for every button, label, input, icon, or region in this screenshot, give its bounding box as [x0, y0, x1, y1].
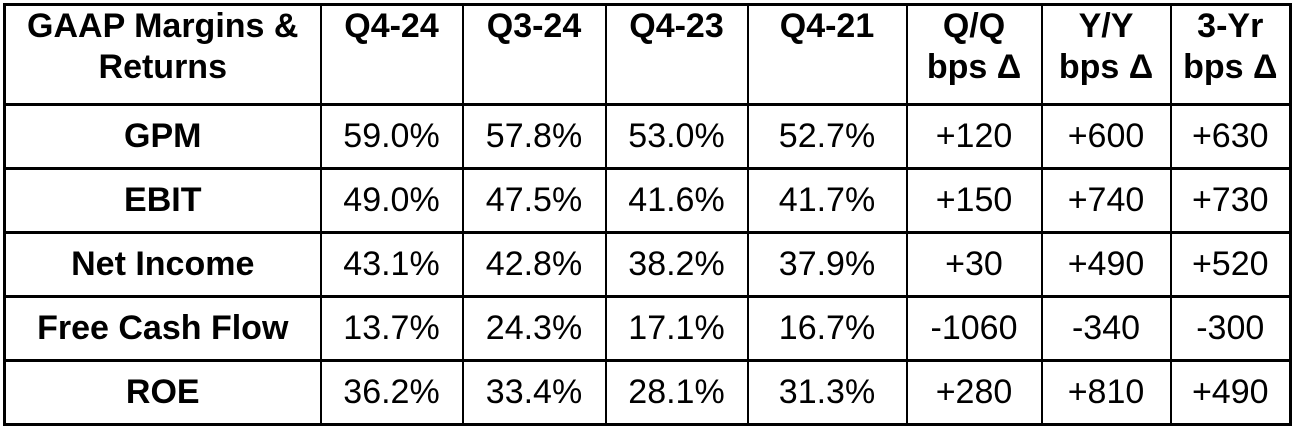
cell-roe-3yr-bps: +490 — [1169, 359, 1292, 426]
cell-roe-q4-24: 36.2% — [319, 359, 464, 426]
column-header-label: Q4-21 — [779, 7, 875, 46]
cell-roe-yy-bps: +810 — [1040, 359, 1172, 426]
column-header-q3-24: Q3-24 — [461, 3, 607, 106]
cell-roe-qq-bps: +280 — [905, 359, 1043, 426]
table-row-free-cash-flow: Free Cash Flow 13.7% 24.3% 17.1% 16.7% -… — [3, 295, 1292, 362]
column-header-sublabel: bps Δ — [926, 47, 1022, 86]
cell-gpm-q4-24: 59.0% — [319, 103, 464, 170]
column-header-label: Q4-24 — [344, 7, 439, 46]
cell-net-income-q4-23: 38.2% — [604, 231, 749, 298]
corner-header-line1: GAAP Margins & — [27, 7, 299, 46]
cell-fcf-q4-24: 13.7% — [319, 295, 464, 362]
cell-net-income-yy-bps: +490 — [1040, 231, 1172, 298]
column-header-label: Y/Y — [1078, 7, 1134, 46]
table-row-roe: ROE 36.2% 33.4% 28.1% 31.3% +280 +810 +4… — [3, 359, 1292, 426]
cell-net-income-q3-24: 42.8% — [461, 231, 607, 298]
cell-fcf-q3-24: 24.3% — [461, 295, 607, 362]
column-header-3yr-bps-delta: 3-Yr bps Δ — [1169, 3, 1292, 106]
cell-gpm-q3-24: 57.8% — [461, 103, 607, 170]
cell-ebit-3yr-bps: +730 — [1169, 167, 1292, 234]
cell-fcf-3yr-bps: -300 — [1169, 295, 1292, 362]
column-header-yy-bps-delta: Y/Y bps Δ — [1040, 3, 1172, 106]
cell-gpm-q4-23: 53.0% — [604, 103, 749, 170]
cell-fcf-q4-23: 17.1% — [604, 295, 749, 362]
column-header-label: 3-Yr — [1197, 7, 1264, 46]
corner-header: GAAP Margins & Returns — [3, 3, 322, 106]
column-header-label: Q3-24 — [486, 7, 582, 46]
column-header-sublabel: bps Δ — [1183, 47, 1278, 86]
cell-gpm-qq-bps: +120 — [905, 103, 1043, 170]
cell-gpm-q4-21: 52.7% — [746, 103, 908, 170]
cell-fcf-qq-bps: -1060 — [905, 295, 1043, 362]
cell-gpm-yy-bps: +600 — [1040, 103, 1172, 170]
cell-roe-q4-21: 31.3% — [746, 359, 908, 426]
row-label-free-cash-flow: Free Cash Flow — [3, 295, 322, 362]
cell-ebit-q4-23: 41.6% — [604, 167, 749, 234]
cell-net-income-qq-bps: +30 — [905, 231, 1043, 298]
cell-roe-q4-23: 28.1% — [604, 359, 749, 426]
cell-net-income-q4-24: 43.1% — [319, 231, 464, 298]
column-header-sublabel: bps Δ — [1058, 47, 1154, 86]
cell-ebit-q4-21: 41.7% — [746, 167, 908, 234]
cell-ebit-qq-bps: +150 — [905, 167, 1043, 234]
column-header-q4-24: Q4-24 — [319, 3, 464, 106]
cell-fcf-q4-21: 16.7% — [746, 295, 908, 362]
cell-fcf-yy-bps: -340 — [1040, 295, 1172, 362]
column-header-q4-23: Q4-23 — [604, 3, 749, 106]
cell-net-income-q4-21: 37.9% — [746, 231, 908, 298]
cell-roe-q3-24: 33.4% — [461, 359, 607, 426]
table-row-gpm: GPM 59.0% 57.8% 53.0% 52.7% +120 +600 +6… — [3, 103, 1292, 170]
column-header-label: Q/Q — [942, 7, 1006, 46]
cell-ebit-yy-bps: +740 — [1040, 167, 1172, 234]
row-label-net-income: Net Income — [3, 231, 322, 298]
cell-ebit-q3-24: 47.5% — [461, 167, 607, 234]
row-label-roe: ROE — [3, 359, 322, 426]
table-row-net-income: Net Income 43.1% 42.8% 38.2% 37.9% +30 +… — [3, 231, 1292, 298]
gaap-margins-returns-table: GAAP Margins & Returns Q4-24 Q3-24 Q4-23… — [3, 3, 1292, 426]
row-label-ebit: EBIT — [3, 167, 322, 234]
header-row: GAAP Margins & Returns Q4-24 Q3-24 Q4-23… — [3, 3, 1292, 106]
column-header-qq-bps-delta: Q/Q bps Δ — [905, 3, 1043, 106]
cell-net-income-3yr-bps: +520 — [1169, 231, 1292, 298]
cell-ebit-q4-24: 49.0% — [319, 167, 464, 234]
row-label-gpm: GPM — [3, 103, 322, 170]
table-row-ebit: EBIT 49.0% 47.5% 41.6% 41.7% +150 +740 +… — [3, 167, 1292, 234]
corner-header-line2: Returns — [98, 47, 227, 86]
column-header-q4-21: Q4-21 — [746, 3, 908, 106]
column-header-label: Q4-23 — [629, 7, 724, 46]
cell-gpm-3yr-bps: +630 — [1169, 103, 1292, 170]
